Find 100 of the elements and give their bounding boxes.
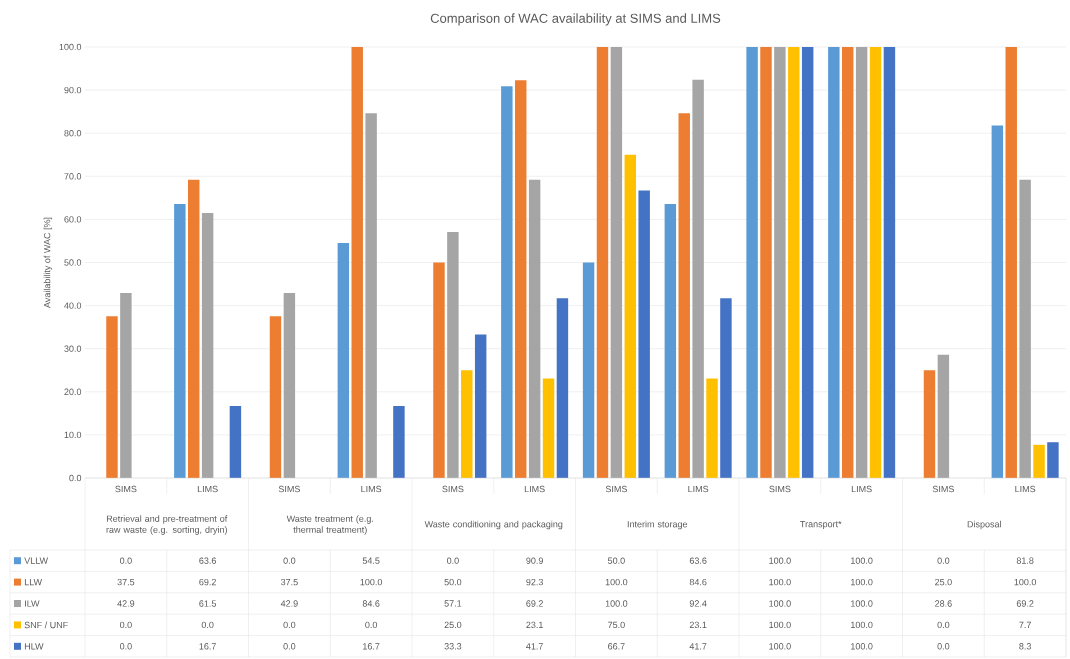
x-tick-label: LIMS [197, 485, 218, 493]
text: Interim storage [627, 520, 688, 530]
bar [461, 370, 473, 478]
y-tick-label: 60.0 [64, 216, 82, 223]
bar [596, 47, 609, 478]
data-label: 100.0 [769, 621, 791, 629]
x-tick-label: LIMS [361, 485, 382, 493]
data-label: 100.0 [769, 578, 791, 586]
data-label: 0.0 [119, 557, 132, 564]
x-tick-label: SIMS [278, 485, 300, 493]
legend-label: VLLW [24, 557, 49, 564]
data-label: 50.0 [444, 578, 462, 586]
data-label: 37.5 [280, 578, 298, 586]
y-tick-label: 20.0 [64, 388, 82, 395]
bar [788, 47, 800, 478]
y-tick-label: 30.0 [64, 345, 82, 352]
data-label: 16.7 [199, 643, 216, 650]
bar [337, 243, 350, 478]
bar [528, 179, 541, 478]
y-tick-label: 70.0 [64, 173, 82, 180]
data-label: 69.2 [526, 600, 543, 607]
bar [760, 47, 772, 478]
data-label: 92.3 [526, 578, 543, 586]
data-label: 100.0 [851, 578, 873, 586]
bar [991, 125, 1004, 478]
bar [201, 212, 214, 478]
bar [638, 190, 650, 478]
bar [664, 203, 677, 478]
bar [937, 354, 950, 478]
x-tick-label: LIMS [524, 485, 545, 493]
y-tick-label: 90.0 [64, 86, 82, 94]
legend-label: ILW [25, 600, 40, 607]
legend-label: SNF / UNF [24, 621, 68, 629]
data-label: 100.0 [769, 557, 791, 564]
data-label: 100.0 [769, 643, 791, 650]
y-tick-label: 10.0 [64, 431, 82, 439]
bar [120, 293, 132, 478]
text: Waste treatment (e.g. thermal treatment) [286, 515, 374, 535]
x-tick-label: LIMS [851, 485, 872, 493]
data-label: 100.0 [851, 600, 873, 607]
legend-label: LLW [24, 579, 43, 586]
data-label: 0.0 [283, 557, 296, 564]
bar [433, 262, 445, 478]
data-label: 41.7 [689, 643, 707, 650]
data-label: 100.0 [851, 643, 873, 650]
data-label: 41.7 [526, 643, 543, 650]
bar [869, 47, 882, 478]
data-label: 81.8 [1016, 557, 1034, 564]
bar [351, 47, 363, 478]
data-label: 0.0 [937, 557, 950, 564]
data-label: 0.0 [119, 621, 132, 629]
text: Disposal [967, 520, 1001, 530]
data-label: 0.0 [283, 643, 296, 650]
bar [774, 47, 786, 478]
data-label: 54.5 [362, 557, 380, 564]
data-label: 63.6 [689, 557, 707, 564]
data-label: 23.1 [689, 621, 707, 629]
x-tick-label: SIMS [115, 485, 137, 493]
bar [1019, 179, 1031, 478]
text: Transport* [800, 520, 842, 530]
bar [692, 79, 704, 478]
bar [542, 378, 555, 478]
data-label: 100.0 [769, 600, 791, 607]
data-label: 84.6 [362, 600, 380, 607]
y-tick-label: 40.0 [64, 302, 82, 309]
bar [923, 370, 936, 478]
data-label: 42.9 [280, 600, 298, 607]
data-label: 100.0 [605, 578, 628, 586]
x-tick-label: LIMS [1015, 485, 1036, 493]
text: Retrieval and pre-treatment of raw waste (e.g. sorting, dryin) [106, 515, 228, 535]
data-label: 69.2 [1016, 600, 1034, 607]
data-label: 0.0 [365, 621, 378, 629]
data-label: 33.3 [444, 643, 462, 650]
bar [801, 47, 814, 478]
chart-title: Comparison of WAC availability at SIMS and LIMS [430, 13, 721, 26]
data-label: 0.0 [937, 643, 950, 650]
bar [229, 406, 242, 478]
bar [855, 47, 868, 478]
y-tick-label: 0.0 [69, 474, 82, 482]
bar [447, 231, 459, 478]
data-label: 0.0 [937, 621, 950, 629]
data-label: 28.6 [935, 600, 952, 607]
data-label: 25.0 [935, 578, 952, 586]
bar [582, 262, 595, 478]
y-tick-label: 100.0 [59, 43, 82, 51]
data-label: 57.1 [444, 600, 462, 607]
data-label: 100.0 [1014, 578, 1037, 586]
bar [174, 203, 186, 478]
data-label: 61.5 [199, 600, 216, 607]
bar [842, 47, 854, 478]
bar [883, 47, 896, 478]
x-tick-label: SIMS [605, 485, 627, 493]
bar [610, 47, 623, 478]
bar [365, 113, 377, 478]
data-label: 100.0 [605, 600, 628, 607]
legend-label: HLW [24, 643, 44, 650]
bar [393, 406, 405, 478]
bar [474, 334, 487, 478]
y-tick-label: 50.0 [64, 259, 82, 266]
bar [501, 86, 513, 478]
